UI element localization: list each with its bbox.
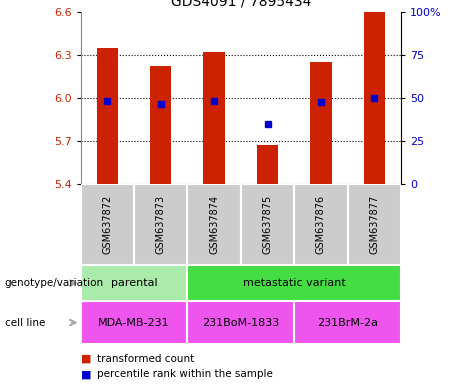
Text: 231BoM-1833: 231BoM-1833 xyxy=(202,318,279,328)
Bar xyxy=(188,265,401,301)
Bar xyxy=(241,184,294,265)
Bar xyxy=(81,184,134,265)
Bar xyxy=(188,184,241,265)
Text: cell line: cell line xyxy=(5,318,45,328)
Bar xyxy=(257,146,278,184)
Text: GSM637872: GSM637872 xyxy=(102,195,112,254)
Bar xyxy=(188,301,294,344)
Text: GSM637874: GSM637874 xyxy=(209,195,219,254)
Bar xyxy=(203,52,225,184)
Text: MDA-MB-231: MDA-MB-231 xyxy=(98,318,170,328)
Bar xyxy=(364,12,385,184)
Title: GDS4091 / 7895434: GDS4091 / 7895434 xyxy=(171,0,311,9)
Text: ■: ■ xyxy=(81,354,91,364)
Bar xyxy=(150,66,171,184)
Text: genotype/variation: genotype/variation xyxy=(5,278,104,288)
Text: transformed count: transformed count xyxy=(97,354,194,364)
Text: parental: parental xyxy=(111,278,157,288)
Text: GSM637876: GSM637876 xyxy=(316,195,326,254)
Bar xyxy=(81,265,188,301)
Bar xyxy=(348,184,401,265)
Text: ■: ■ xyxy=(81,369,91,379)
Text: 231BrM-2a: 231BrM-2a xyxy=(317,318,378,328)
Bar xyxy=(134,184,188,265)
Text: GSM637873: GSM637873 xyxy=(156,195,166,254)
Bar xyxy=(97,48,118,184)
Bar xyxy=(294,301,401,344)
Bar xyxy=(294,184,348,265)
Text: percentile rank within the sample: percentile rank within the sample xyxy=(97,369,273,379)
Bar xyxy=(81,301,188,344)
Text: GSM637877: GSM637877 xyxy=(369,195,379,254)
Text: GSM637875: GSM637875 xyxy=(263,195,272,254)
Bar xyxy=(310,62,331,184)
Text: metastatic variant: metastatic variant xyxy=(243,278,346,288)
